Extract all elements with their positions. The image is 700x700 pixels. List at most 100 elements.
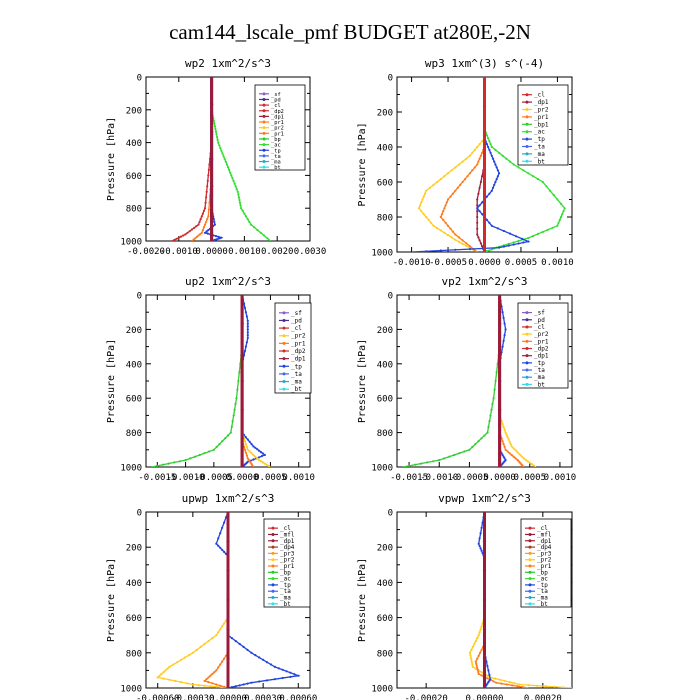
series-point bbox=[512, 243, 515, 246]
x-tick-label: -0.0020 bbox=[127, 247, 165, 257]
series-point bbox=[502, 229, 505, 233]
series-point bbox=[220, 149, 223, 152]
series-point bbox=[202, 209, 205, 212]
legend-label: _pr1 bbox=[291, 340, 306, 347]
series-point bbox=[426, 461, 429, 464]
series-point bbox=[474, 640, 477, 643]
series-point bbox=[180, 658, 183, 661]
series-point bbox=[560, 215, 563, 219]
series-point bbox=[240, 350, 244, 354]
series-point bbox=[563, 207, 566, 210]
x-tick-label: 0.00000 bbox=[466, 694, 504, 700]
series-point bbox=[478, 239, 481, 242]
series-point bbox=[508, 232, 512, 235]
y-tick-label: 800 bbox=[126, 649, 142, 659]
series-point bbox=[446, 198, 450, 201]
series-point bbox=[474, 660, 477, 663]
series-point bbox=[482, 162, 487, 167]
series-point bbox=[232, 179, 235, 182]
series-point bbox=[215, 133, 218, 136]
series-point bbox=[506, 436, 509, 439]
series-point bbox=[485, 134, 488, 137]
series-point bbox=[234, 185, 237, 188]
series-point bbox=[207, 215, 210, 218]
series-point bbox=[470, 661, 473, 664]
series-point bbox=[240, 207, 243, 210]
series-point bbox=[504, 448, 507, 451]
series-point bbox=[451, 192, 454, 195]
series-point bbox=[477, 670, 480, 674]
series-point bbox=[200, 231, 203, 234]
series-point bbox=[480, 437, 483, 440]
series-point bbox=[243, 349, 247, 352]
series-point bbox=[214, 235, 218, 238]
legend-marker bbox=[271, 558, 275, 562]
legend-label: _dp1 bbox=[537, 538, 552, 545]
series-point bbox=[219, 628, 222, 631]
series-point bbox=[510, 445, 513, 448]
legend-label: _ma bbox=[534, 374, 545, 381]
series-point bbox=[562, 686, 565, 688]
series-point bbox=[207, 676, 210, 679]
series-point bbox=[200, 215, 203, 218]
series-point bbox=[245, 315, 248, 318]
series-point bbox=[482, 539, 487, 543]
series-point bbox=[240, 295, 244, 297]
series-point bbox=[187, 654, 191, 657]
series-point bbox=[438, 459, 441, 462]
series-point bbox=[450, 236, 453, 239]
chart-panel-6: vpwp 1xm^2/s^3 Pressure [hPa] 0 200 400 600 80… bbox=[357, 492, 573, 700]
series-point bbox=[476, 668, 479, 671]
series-point bbox=[505, 157, 508, 160]
series-point bbox=[482, 104, 487, 108]
legend-marker bbox=[262, 154, 266, 158]
series-point bbox=[479, 154, 482, 157]
series-point bbox=[259, 451, 263, 454]
y-tick-label: 800 bbox=[377, 649, 393, 659]
series-point bbox=[265, 661, 269, 664]
series-point bbox=[197, 223, 200, 226]
series-point bbox=[195, 648, 198, 652]
series-point bbox=[224, 160, 227, 163]
series-point bbox=[213, 220, 216, 223]
series-point bbox=[486, 677, 489, 680]
series-point bbox=[246, 448, 249, 451]
series-point bbox=[496, 227, 499, 230]
series-point bbox=[203, 679, 206, 683]
series-point bbox=[244, 311, 247, 314]
legend-label: _dp2 bbox=[291, 348, 306, 355]
series-point bbox=[492, 680, 495, 683]
series-point bbox=[493, 388, 496, 391]
series-point bbox=[481, 151, 484, 154]
series-point bbox=[206, 218, 209, 221]
series-point bbox=[503, 428, 506, 431]
legend-label: _sf bbox=[291, 310, 302, 317]
series-point bbox=[465, 244, 468, 247]
legend-label: _pd bbox=[291, 317, 302, 324]
series-point bbox=[192, 238, 195, 241]
series-point bbox=[511, 684, 514, 687]
y-tick-label: 600 bbox=[377, 614, 393, 624]
series-line-dp1 bbox=[151, 295, 243, 467]
legend-marker bbox=[271, 539, 275, 543]
series-point bbox=[490, 248, 493, 251]
y-tick-label: 800 bbox=[126, 429, 142, 439]
legend-label: _ta bbox=[280, 588, 291, 595]
series-point bbox=[476, 145, 479, 149]
series-point bbox=[468, 154, 471, 157]
series-point bbox=[502, 316, 505, 319]
series-point bbox=[490, 408, 493, 411]
series-point bbox=[237, 196, 240, 199]
x-tick-label: -0.00020 bbox=[404, 694, 447, 700]
series-point bbox=[436, 180, 439, 184]
legend-marker bbox=[525, 325, 529, 329]
legend-label: _bp bbox=[280, 569, 291, 576]
series-point bbox=[246, 336, 249, 340]
legend-label: _ta bbox=[534, 144, 545, 151]
series-point bbox=[238, 201, 242, 204]
series-point bbox=[206, 185, 209, 188]
series-point bbox=[454, 233, 457, 236]
series-point bbox=[496, 169, 499, 172]
series-point bbox=[481, 175, 484, 178]
series-point bbox=[420, 201, 423, 204]
